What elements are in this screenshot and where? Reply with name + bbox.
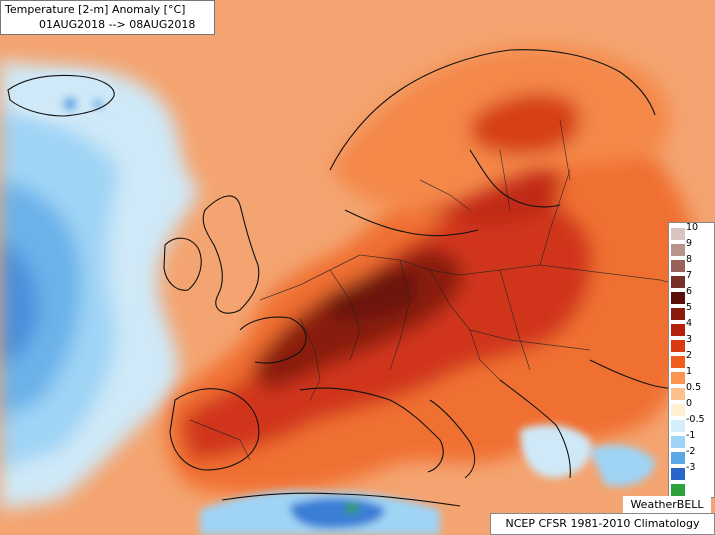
legend-label: 10	[686, 222, 699, 233]
legend-label: 1	[686, 366, 693, 377]
legend-swatch	[671, 356, 685, 368]
legend-swatch	[671, 244, 685, 256]
legend-label: 3	[686, 334, 693, 345]
legend-swatch	[671, 260, 685, 272]
legend-label: -3	[686, 462, 696, 473]
legend-swatch	[671, 372, 685, 384]
weatherbell-credit: WeatherBELL	[623, 496, 711, 513]
country-borders	[189, 119, 701, 461]
legend-label: -2	[686, 446, 696, 457]
legend-label: 8	[686, 254, 693, 265]
legend-swatch	[671, 292, 685, 304]
atlantic-cool-anomaly	[0, 60, 200, 510]
legend-swatch	[671, 324, 685, 336]
legend-label: 0	[686, 398, 693, 409]
title-box: Temperature [2-m] Anomaly [°C] 01AUG2018…	[0, 0, 215, 35]
legend-label: 5	[686, 302, 693, 313]
legend-swatch	[671, 308, 685, 320]
legend-label: 4	[686, 318, 693, 329]
legend-swatch	[671, 468, 685, 480]
north-africa-cool-anomaly	[200, 490, 440, 535]
map-title: Temperature [2-m] Anomaly [°C]	[5, 3, 186, 16]
legend-swatch	[671, 420, 685, 432]
legend-swatch	[671, 436, 685, 448]
legend-label: 0.5	[686, 382, 702, 393]
legend-swatch	[671, 276, 685, 288]
legend-swatch	[671, 404, 685, 416]
legend-swatch	[671, 388, 685, 400]
legend-label: 2	[686, 350, 693, 361]
legend-swatch	[671, 340, 685, 352]
legend-label: -0.5	[686, 414, 705, 425]
iceland-cool-anomaly	[10, 72, 115, 121]
legend-swatch	[671, 452, 685, 464]
color-legend: 10 9 8 7 6 5 4 3 2 1 0.5 0 -0.5 -1 -2 -3	[668, 222, 715, 498]
legend-label: 7	[686, 270, 693, 281]
date-range: 01AUG2018 --> 08AUG2018	[39, 18, 196, 31]
legend-swatch	[671, 484, 685, 496]
legend-swatch	[671, 228, 685, 240]
legend-label: 9	[686, 238, 693, 249]
legend-label: 6	[686, 286, 693, 297]
scandinavia-warm-anomaly	[330, 46, 671, 212]
climatology-footer: NCEP CFSR 1981-2010 Climatology	[490, 513, 715, 535]
balkan-cool-anomaly	[520, 424, 655, 487]
legend-label: -1	[686, 430, 696, 441]
